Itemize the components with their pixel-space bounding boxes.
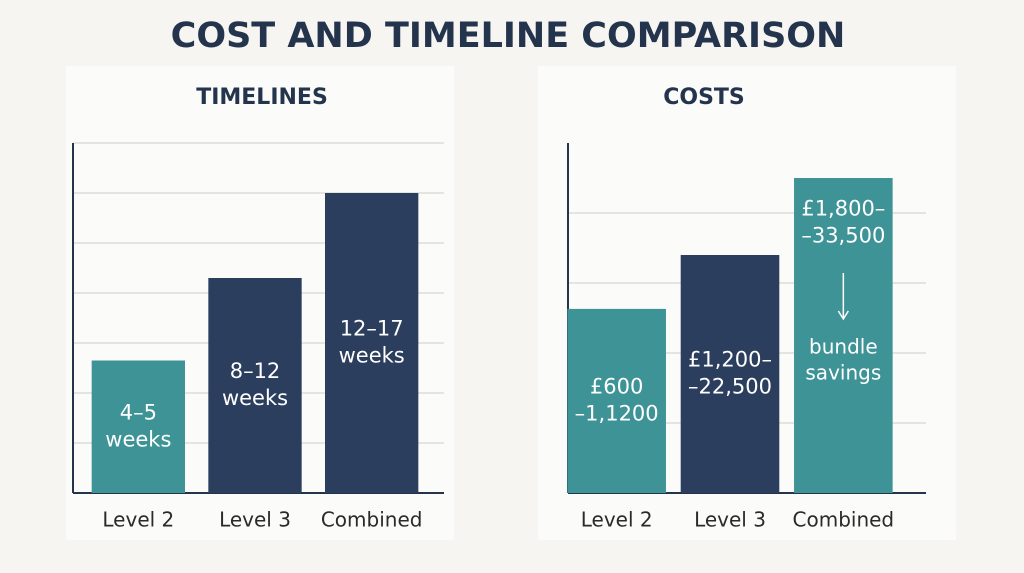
- panel-title: TIMELINES: [196, 85, 328, 110]
- value-label: £600: [590, 374, 643, 398]
- x-tick-label: Level 2: [102, 508, 174, 532]
- x-tick-label: Level 3: [219, 508, 291, 532]
- bar: [325, 193, 419, 493]
- arrow-head: [837, 310, 849, 321]
- value-label: £1,800–: [801, 197, 885, 221]
- bar: [208, 278, 302, 493]
- x-tick-label: Combined: [321, 508, 423, 532]
- main-title: COST AND TIMELINE COMPARISON: [171, 16, 846, 56]
- x-tick-label: Level 3: [694, 508, 766, 532]
- value-label: –1,1200: [575, 401, 659, 425]
- bar: [91, 360, 185, 493]
- bar: [794, 178, 893, 493]
- annotation: bundle: [809, 335, 878, 359]
- value-label: weeks: [339, 344, 405, 368]
- x-tick-label: Level 2: [581, 508, 653, 532]
- value-label: weeks: [222, 386, 288, 410]
- bar: [567, 308, 666, 493]
- annotation: savings: [805, 361, 881, 385]
- value-label: –33,500: [801, 224, 885, 248]
- value-label: 12–17: [340, 317, 404, 341]
- value-label: 8–12: [230, 359, 281, 383]
- value-label: 4–5: [120, 400, 157, 424]
- panel-title: COSTS: [663, 85, 745, 110]
- value-label: –22,500: [688, 375, 772, 399]
- bar: [680, 255, 780, 493]
- value-label: £1,200–: [688, 348, 772, 372]
- x-tick-label: Combined: [793, 508, 895, 532]
- value-label: weeks: [105, 427, 171, 451]
